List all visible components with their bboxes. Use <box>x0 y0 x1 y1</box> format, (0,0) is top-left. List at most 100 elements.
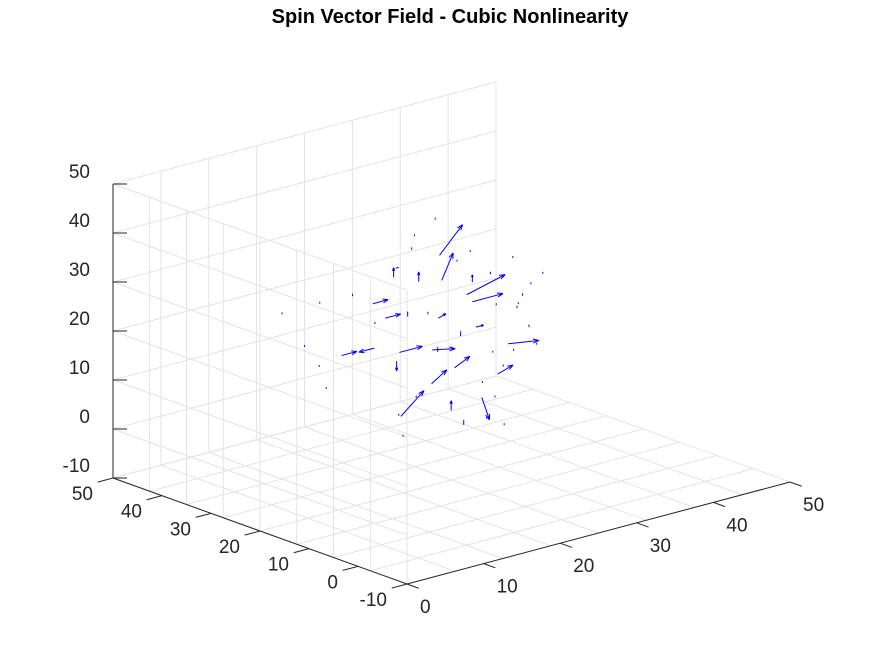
right-wall-gridline-z <box>112 130 497 234</box>
floor-gridline-y <box>149 388 533 492</box>
vector-head-right <box>393 267 396 271</box>
floor-gridline-y <box>296 441 680 545</box>
vector-arrow <box>438 313 447 319</box>
vector-layer <box>281 217 544 437</box>
x-tick-label: 40 <box>726 515 747 536</box>
x-tick-label: 30 <box>650 536 671 557</box>
vector-head-right <box>533 340 540 344</box>
x-tick-mark <box>713 501 726 508</box>
vector-head-right <box>500 274 506 280</box>
vector-head-left <box>449 346 456 350</box>
vector-head-right <box>443 369 448 376</box>
z-tick-label: 20 <box>69 309 90 330</box>
z-tick-label: 50 <box>69 162 90 183</box>
chart-title: Spin Vector Field - Cubic Nonlinearity <box>272 6 630 28</box>
vector-head-left <box>463 355 471 359</box>
x-axis-line <box>406 481 791 585</box>
vector-shaft <box>472 293 504 303</box>
left-wall-gridline-z <box>112 379 408 487</box>
vector-arrow <box>475 324 484 328</box>
vector-head-right <box>497 293 504 298</box>
vector-head-right <box>471 274 474 278</box>
left-wall-gridline-z <box>112 232 408 340</box>
y-tick-mark <box>342 565 359 571</box>
vector-head-left <box>457 224 463 229</box>
y-tick-label: 50 <box>72 484 93 505</box>
vector-arrow <box>472 292 504 303</box>
vector-head-right <box>421 390 425 397</box>
y-tick-mark <box>146 495 163 501</box>
right-wall-gridline-z <box>112 81 497 185</box>
left-wall-gridline-z <box>112 281 408 389</box>
tick-layer: 0 10 20 30 40 50 -10 0 10 20 30 40 50 -10 0 10 20 30 40 50 <box>63 162 825 618</box>
vector-shaft <box>358 347 375 353</box>
vector-head-left <box>496 292 504 295</box>
x-tick-mark <box>636 522 649 528</box>
vector-shaft <box>441 252 454 281</box>
vector-shaft <box>439 224 463 256</box>
vector-arrow <box>431 369 448 385</box>
left-wall-gridline-z <box>112 183 408 291</box>
right-wall-gridline-z <box>112 277 497 381</box>
vector-shaft <box>431 369 448 385</box>
vector-arrow <box>395 361 399 372</box>
vector-shaft <box>400 390 425 417</box>
right-wall-gridline-z <box>112 228 497 332</box>
vector-arrow <box>400 390 425 417</box>
vector-arrow <box>497 364 514 375</box>
vector-arrow <box>391 267 396 278</box>
y-tick-label: 20 <box>219 537 240 558</box>
right-wall-gridline-z <box>112 179 497 283</box>
vector-shaft <box>481 397 490 420</box>
vector-shaft <box>438 313 447 319</box>
floor-gridline-y <box>370 468 754 572</box>
vector-head-right <box>418 271 421 276</box>
vector-arrow <box>466 274 506 296</box>
vector-arrow <box>417 271 421 282</box>
vector-head-right <box>481 324 484 328</box>
vector-head-right <box>466 356 471 362</box>
vector-arrow <box>449 400 453 411</box>
vector-arrow <box>399 345 423 353</box>
vector-shaft <box>372 299 389 305</box>
vector-head-right <box>449 348 456 352</box>
vector-head-right <box>485 414 490 421</box>
y-tick-label: 10 <box>268 555 289 576</box>
y-tick-label: -10 <box>360 590 387 611</box>
x-tick-mark <box>483 563 496 569</box>
vector-arrow <box>508 338 540 345</box>
vector-shaft <box>341 351 357 357</box>
vector-arrow <box>454 355 471 369</box>
vector-head-left <box>418 390 425 394</box>
y-tick-label: 30 <box>170 519 191 540</box>
x-tick-label: 0 <box>420 597 431 618</box>
x-tick-mark <box>406 583 419 589</box>
vector-head-right <box>383 299 389 304</box>
x-tick-label: 50 <box>803 495 824 516</box>
z-tick-label: 10 <box>69 358 90 379</box>
right-wall-gridline-z <box>112 326 497 430</box>
y-tick-mark <box>391 583 408 589</box>
vector-shaft <box>399 345 423 353</box>
floor-gridline-y <box>333 455 717 558</box>
vector-shaft <box>432 348 456 351</box>
x-tick-mark <box>560 542 573 548</box>
vector-head-right <box>395 367 398 372</box>
floor-gridline-y <box>259 428 644 532</box>
vector-arrow <box>385 313 401 319</box>
vector-shaft <box>454 355 471 369</box>
vector-arrow <box>441 252 454 281</box>
vector-head-left <box>416 345 423 347</box>
left-wall-gridline-z <box>112 428 408 536</box>
vector-arrow <box>432 346 456 352</box>
y-tick-label: 0 <box>327 572 338 593</box>
vector-arrow <box>372 298 389 305</box>
y-tick-label: 40 <box>121 502 142 523</box>
vector-head-right <box>508 364 514 371</box>
y-tick-mark <box>293 548 310 554</box>
vector-head-right <box>450 400 453 404</box>
vector-head-right <box>351 351 358 356</box>
vector-shaft <box>466 274 506 296</box>
